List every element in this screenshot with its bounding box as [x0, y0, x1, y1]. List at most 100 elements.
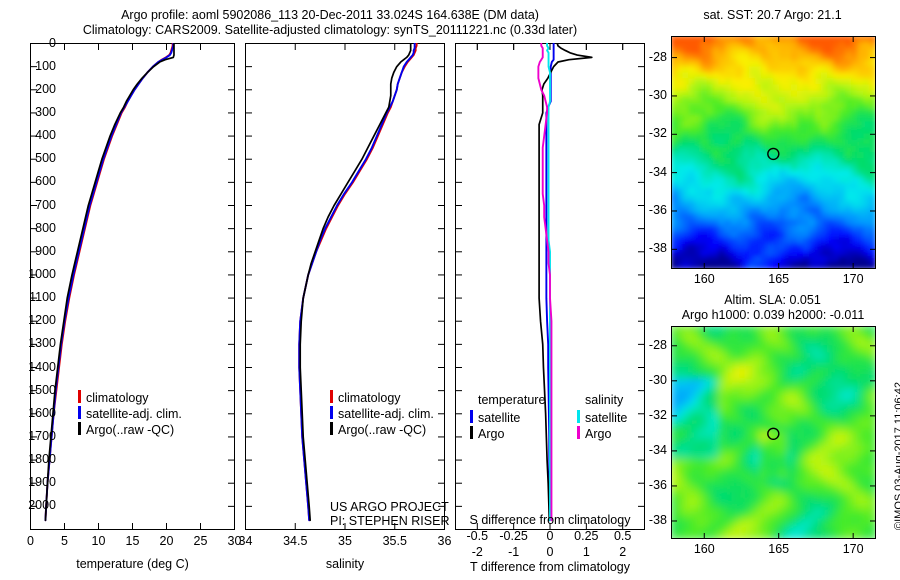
temperature-plot-svg	[30, 43, 235, 530]
salinity-profile-panel	[245, 43, 445, 530]
legend-label: climatology	[338, 391, 401, 405]
lat-tick--36: -36	[648, 202, 667, 217]
legend-label: satellite-adj. clim.	[338, 407, 434, 421]
temperature-tick-25: 25	[193, 534, 208, 548]
temperature-axis-label: temperature (deg C)	[76, 557, 189, 571]
depth-tick-0: 0	[49, 35, 56, 50]
s-diff-tick-0.25: 0.25	[574, 529, 599, 543]
series-argo-raw-qc-	[299, 43, 412, 522]
legend-item: climatology	[78, 389, 149, 407]
legend-item: Argo(..raw -QC)	[78, 421, 174, 439]
legend-swatch-satellite-adj	[330, 406, 333, 419]
t-diff-tick-2: 2	[619, 545, 627, 559]
legend-label: climatology	[86, 391, 149, 405]
lat-tick--30: -30	[648, 87, 667, 102]
s-diff-tick-0: 0	[546, 529, 554, 543]
legend-label: Argo	[585, 427, 612, 441]
depth-tick-1200: 1200	[28, 313, 56, 328]
series-temperature-argo	[538, 43, 593, 522]
depth-tick-900: 900	[35, 243, 56, 258]
t-diff-tick-0: 0	[546, 545, 554, 559]
series-argo-raw-qc-	[44, 43, 175, 522]
depth-tick-600: 600	[35, 174, 56, 189]
difference-plot-svg	[455, 43, 645, 530]
t-diff-tick-1: 1	[582, 545, 590, 559]
legend-header-salinity: salinity	[585, 393, 624, 407]
depth-tick-800: 800	[35, 220, 56, 235]
lat-tick--32: -32	[648, 407, 667, 422]
temperature-tick-10: 10	[91, 534, 106, 548]
series-satellite-adj-clim-	[298, 43, 416, 522]
depth-tick-700: 700	[35, 197, 56, 212]
legend-item: satellite	[470, 409, 520, 427]
legend-item: satellite	[577, 409, 627, 427]
temperature-tick-15: 15	[125, 534, 140, 548]
s-diff-tick-0.5: 0.5	[613, 529, 632, 543]
lat-tick--36: -36	[648, 477, 667, 492]
depth-tick-1800: 1800	[28, 452, 56, 467]
series-temperature-satellite	[545, 43, 555, 522]
s-diff-tick--0.5: -0.5	[466, 529, 489, 543]
t-diff-tick--2: -2	[471, 545, 483, 559]
temperature-profile-panel	[30, 43, 235, 530]
figure-title-line1: Argo profile: aoml 5902086_113 20-Dec-20…	[121, 8, 539, 22]
legend-swatch-climatology	[78, 390, 81, 403]
salinity-tick-36: 36	[437, 534, 452, 548]
lat-tick--30: -30	[648, 372, 667, 387]
sst-map-panel	[671, 36, 876, 269]
lon-tick-165: 165	[768, 542, 790, 556]
legend-swatch-satellite-adj	[78, 406, 81, 419]
lat-tick--28: -28	[648, 49, 667, 64]
temperature-tick-5: 5	[61, 534, 68, 548]
lon-tick-170: 170	[842, 542, 864, 556]
sla-map-svg	[671, 326, 876, 539]
series-salinity-satellite	[546, 43, 551, 522]
difference-profile-panel	[455, 43, 645, 530]
difference-s-axis-label: S difference from climatology	[469, 513, 631, 527]
legend-swatch-argo	[330, 422, 333, 435]
legend-item: satellite-adj. clim.	[78, 405, 182, 423]
depth-tick-300: 300	[35, 104, 56, 119]
depth-tick-500: 500	[35, 151, 56, 166]
legend-label: satellite	[585, 411, 628, 425]
credit-line-1: US ARGO PROJECT	[330, 500, 449, 514]
lon-tick-165: 165	[768, 272, 790, 286]
lat-tick--38: -38	[648, 512, 667, 527]
depth-tick-1400: 1400	[28, 359, 56, 374]
legend-label: Argo(..raw -QC)	[86, 423, 175, 437]
depth-tick-400: 400	[35, 128, 56, 143]
legend-item: climatology	[330, 389, 401, 407]
lat-tick--34: -34	[648, 164, 667, 179]
copyright-text: ©IMOS 03-Aug-2017 11:06:42	[893, 382, 900, 530]
legend-header-temperature: temperature	[478, 393, 546, 407]
lon-tick-160: 160	[693, 542, 715, 556]
depth-tick-1000: 1000	[28, 266, 56, 281]
credit-line-2: PI: STEPHEN RISER	[330, 514, 450, 528]
salinity-plot-svg	[245, 43, 445, 530]
lat-tick--32: -32	[648, 126, 667, 141]
sla-map-title-line2: Argo h1000: 0.039 h2000: -0.011	[681, 308, 865, 322]
depth-tick-1900: 1900	[28, 475, 56, 490]
legend-item: Argo	[577, 425, 611, 443]
depth-tick-1500: 1500	[28, 382, 56, 397]
depth-tick-1600: 1600	[28, 405, 56, 420]
lat-tick--38: -38	[648, 241, 667, 256]
legend-label: Argo(..raw -QC)	[338, 423, 427, 437]
sla-map-title-line1: Altim. SLA: 0.051	[724, 293, 821, 307]
legend-swatch-argo	[78, 422, 81, 435]
legend-swatch-sal-argo	[577, 426, 580, 439]
legend-label: Argo	[478, 427, 505, 441]
series-salinity-argo	[537, 43, 553, 522]
sst-map-float-marker	[767, 147, 780, 161]
sst-map-svg	[671, 36, 876, 269]
depth-tick-1100: 1100	[29, 290, 56, 305]
depth-tick-1700: 1700	[28, 428, 56, 443]
salinity-tick-35: 35	[338, 534, 352, 548]
legend-item: Argo(..raw -QC)	[330, 421, 426, 439]
t-diff-tick--1: -1	[508, 545, 520, 559]
difference-t-axis-label: T difference from climatology	[469, 560, 631, 574]
figure-title-line2: Climatology: CARS2009. Satellite-adjuste…	[82, 23, 578, 37]
lon-tick-170: 170	[842, 272, 864, 286]
legend-label: satellite-adj. clim.	[86, 407, 182, 421]
